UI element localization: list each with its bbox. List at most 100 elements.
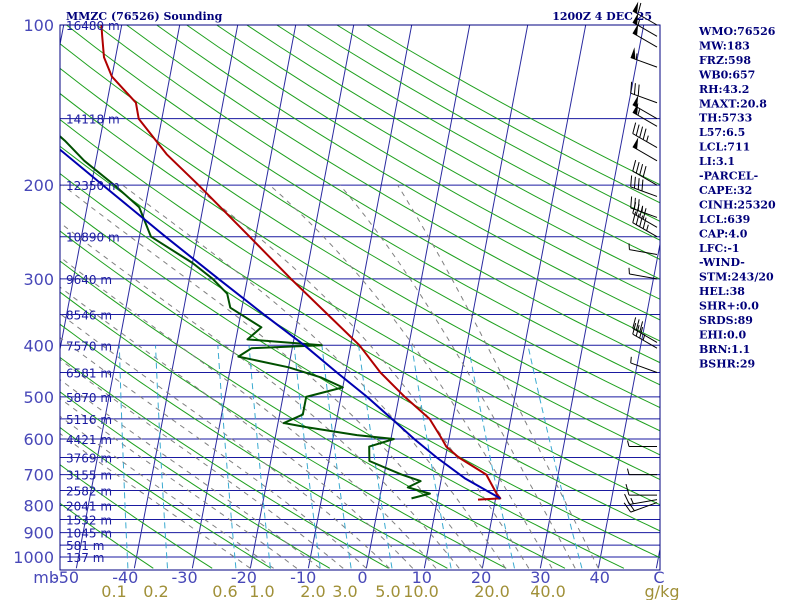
- wind-barb-flag: [632, 95, 639, 108]
- isotherm-line: [133, 25, 239, 569]
- wind-barb-feather: [639, 126, 644, 138]
- wind-barb-feather: [635, 124, 640, 136]
- wind-barb: [630, 175, 658, 197]
- dry-adiabat-line: [60, 43, 660, 409]
- wind-barb-staff: [630, 362, 658, 373]
- stat-line: TH:5733: [699, 112, 752, 125]
- chart-time: 1200Z 4 DEC 25: [552, 10, 652, 23]
- wind-barb-feather: [635, 319, 640, 331]
- wind-barb-staff: [629, 249, 658, 255]
- wind-barb-feather: [642, 208, 647, 220]
- dry-adiabat-line: [186, 25, 660, 300]
- temperature-tick-label: 30: [530, 568, 550, 587]
- stat-line: -WIND-: [699, 256, 745, 269]
- isotherm-line: [597, 241, 660, 569]
- dry-adiabat-line: [156, 25, 660, 321]
- wind-barb-staff: [632, 212, 658, 228]
- pressure-tick-labels: 100 200 300 400 500 600 700 800 900 1000: [13, 16, 54, 567]
- stat-line: EHI:0.0: [699, 328, 746, 341]
- stat-line: CAP:4.0: [699, 227, 748, 240]
- mixing-ratio-tick-label: 0.6: [212, 582, 237, 600]
- mixing-ratio-line: [411, 345, 452, 569]
- mixing-ratio-tick-label: 0.2: [143, 582, 168, 600]
- height-label: 5870 m: [66, 391, 112, 405]
- dry-adiabat-line: [60, 391, 331, 569]
- temperature-tick-label: 40: [590, 568, 610, 587]
- moist-adiabat-line: [60, 256, 437, 569]
- wind-barb-feather: [642, 165, 647, 178]
- wind-barb-feather: [630, 196, 633, 208]
- dry-adiabat-line: [60, 173, 660, 532]
- isotherm-line: [60, 25, 123, 353]
- height-label: 581 m: [66, 539, 104, 553]
- moist-adiabat-line: [193, 184, 530, 569]
- pressure-tick-label: 100: [23, 16, 54, 35]
- stat-line: WB0:657: [698, 68, 755, 81]
- temperature-tick-label: C: [653, 568, 664, 587]
- wind-barb: [630, 81, 658, 104]
- pressure-tick-label: 900: [23, 524, 54, 543]
- dry-adiabat-line: [60, 260, 566, 569]
- stat-line: CAPE:32: [699, 184, 752, 197]
- wind-barb: [627, 468, 657, 476]
- wind-barb-half-feather: [635, 53, 638, 60]
- wind-barb: [632, 122, 658, 149]
- wind-barb: [632, 137, 658, 162]
- moist-adiabat-line: [60, 286, 414, 569]
- isotherm-line: [539, 25, 645, 569]
- moist-adiabat-line: [60, 336, 367, 569]
- dewpoint-line: [60, 135, 431, 500]
- mixing-ratio-tick-label: 5.0: [375, 582, 400, 600]
- moist-adiabat-line: [122, 184, 507, 569]
- plot-frame: [59, 24, 661, 571]
- mixing-ratio-tick-label: 10.0: [403, 582, 439, 600]
- wind-barb-feather: [642, 128, 647, 140]
- dry-adiabat-line: [60, 145, 660, 506]
- isotherm-line: [249, 25, 355, 569]
- wind-barb-staff: [629, 499, 658, 505]
- height-label: 8546 m: [66, 308, 112, 322]
- wind-barb-feather: [637, 2, 642, 15]
- wind-barb-half-feather: [630, 356, 632, 363]
- pressure-tick-label: 200: [23, 176, 54, 195]
- wind-barb: [632, 1, 658, 26]
- mixing-ratio-tick-label: 2.0: [300, 582, 325, 600]
- wind-barbs: [623, 1, 658, 513]
- height-label: 3769 m: [66, 451, 112, 465]
- moist-adiabat-line: [60, 358, 344, 569]
- pressure-tick-label: 1000: [13, 548, 54, 567]
- moist-adiabat-line: [62, 184, 483, 569]
- height-label: 2041 m: [66, 499, 112, 513]
- temperature-tick-label: 20: [471, 568, 491, 587]
- wind-barb-staff: [632, 327, 658, 343]
- dry-adiabat-lines: [60, 25, 660, 569]
- dry-adiabat-line: [60, 291, 507, 569]
- temperature-tick-label: -50: [53, 568, 79, 587]
- dry-adiabat-line: [60, 464, 213, 569]
- stat-line: BSHR:29: [699, 357, 755, 370]
- temperature-tick-label: -40: [112, 568, 138, 587]
- mixing-ratio-line: [118, 345, 129, 569]
- isotherm-line: [191, 25, 297, 569]
- mixing-ratio-line: [321, 345, 352, 569]
- stat-line: LI:3.1: [699, 155, 735, 168]
- wind-barb-staff: [632, 133, 658, 149]
- height-label: 5116 m: [66, 413, 112, 427]
- wind-barb-feather: [637, 178, 640, 190]
- dry-adiabat-line: [60, 230, 625, 569]
- wind-barb-feather: [639, 215, 644, 227]
- wind-barb: [632, 317, 658, 343]
- stat-line: -PARCEL-: [699, 170, 758, 183]
- stat-line: CINH:25320: [699, 198, 776, 211]
- wind-barb: [632, 95, 658, 120]
- wind-barb: [628, 243, 658, 255]
- wind-barb: [630, 196, 658, 218]
- wind-barb-feather: [641, 179, 644, 191]
- wind-barb-staff: [632, 170, 658, 186]
- wind-barb: [625, 483, 657, 496]
- wind-barb-staff: [632, 10, 658, 26]
- wind-barb: [624, 493, 658, 505]
- mixing-ratio-line: [293, 345, 321, 569]
- moist-adiabat-line: [397, 184, 599, 569]
- temperature-tick-label: 0: [357, 568, 367, 587]
